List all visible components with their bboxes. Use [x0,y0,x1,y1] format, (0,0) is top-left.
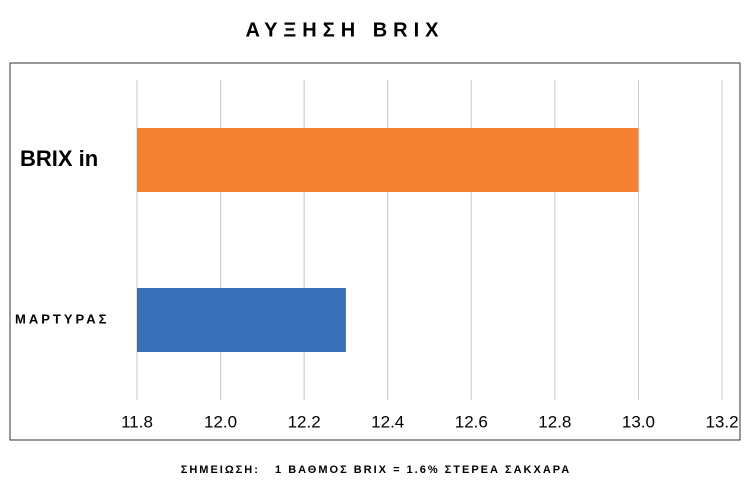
bar [137,288,346,352]
x-tick-label: 13.0 [622,412,655,431]
x-tick-label: 12.2 [288,412,321,431]
y-tick-label: ΜΑΡΤΥΡΑΣ [15,311,109,326]
x-tick-label: 12.4 [371,412,404,431]
x-tick-label: 11.8 [121,412,153,431]
x-tick-label: 12.0 [204,412,237,431]
bar [137,128,639,192]
x-tick-label: 12.8 [538,412,571,431]
x-tick-label: 12.6 [455,412,488,431]
chart-note: ΣΗΜΕΙΩΣΗ: 1 ΒΑΘΜΟΣ BRIX = 1.6% ΣΤΕΡΕΑ ΣΑ… [181,464,572,476]
y-tick-label: BRIX in [20,146,98,171]
chart-title: ΑΥΞΗΣΗ BRIX [245,19,444,41]
chart-frame [9,62,741,441]
x-tick-label: 13.2 [705,412,738,431]
